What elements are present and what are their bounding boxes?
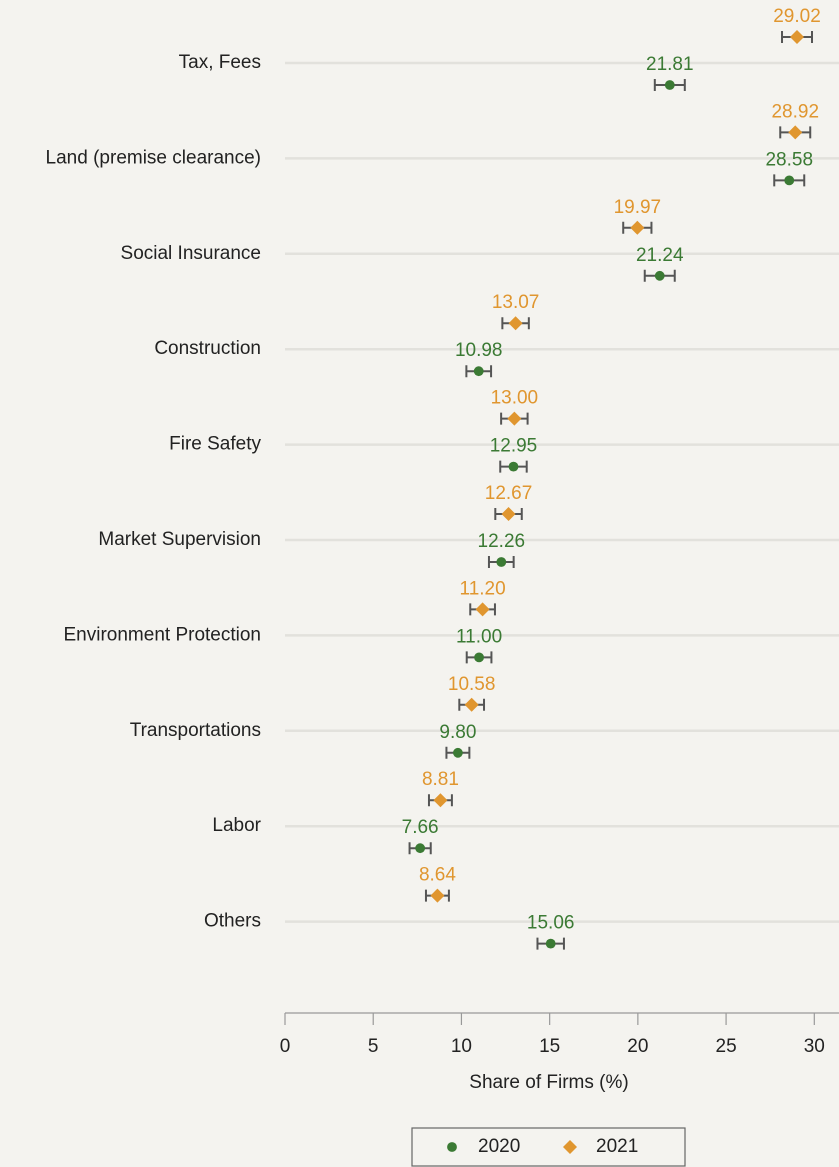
x-tick-label: 0 xyxy=(280,1036,291,1057)
y-tick-label: Others xyxy=(204,911,261,932)
legend-label: 2021 xyxy=(596,1136,638,1157)
value-label: 15.06 xyxy=(527,913,575,934)
point xyxy=(790,30,805,44)
point xyxy=(664,80,675,90)
point xyxy=(654,270,665,281)
value-label: 9.80 xyxy=(439,722,476,743)
value-label: 28.58 xyxy=(765,149,813,170)
point xyxy=(508,461,519,472)
point xyxy=(474,652,484,663)
point xyxy=(545,938,556,949)
value-label: 8.81 xyxy=(422,769,459,790)
point xyxy=(784,175,795,186)
point xyxy=(453,747,463,758)
point xyxy=(473,366,484,377)
value-label: 21.24 xyxy=(636,245,684,266)
legend-box xyxy=(411,1127,686,1167)
legend-marker xyxy=(447,1142,457,1152)
point xyxy=(508,316,523,331)
y-tick-label: Land (premise clearance) xyxy=(46,147,261,168)
legend-marker xyxy=(563,1140,577,1154)
x-tick-label: 5 xyxy=(368,1036,379,1057)
point xyxy=(464,697,479,712)
point xyxy=(430,888,445,903)
value-label: 21.81 xyxy=(646,54,694,75)
point xyxy=(788,125,803,140)
value-label: 11.00 xyxy=(456,626,502,647)
x-tick-label: 30 xyxy=(804,1036,825,1057)
y-tick-label: Construction xyxy=(154,338,261,359)
value-label: 10.58 xyxy=(448,674,496,695)
point xyxy=(433,793,448,808)
x-tick-label: 20 xyxy=(627,1036,648,1057)
x-tick-label: 15 xyxy=(539,1036,560,1057)
point xyxy=(496,557,507,567)
y-tick-label: Fire Safety xyxy=(169,434,261,455)
y-tick-label: Environment Protection xyxy=(64,624,262,645)
value-label: 12.95 xyxy=(490,436,538,457)
x-tick-label: 25 xyxy=(716,1036,737,1057)
x-tick-label: 10 xyxy=(451,1036,472,1057)
legend-label: 2020 xyxy=(478,1136,520,1157)
value-label: 13.07 xyxy=(492,292,540,313)
y-tick-label: Labor xyxy=(212,815,261,836)
y-tick-label: Tax, Fees xyxy=(179,52,261,73)
point xyxy=(475,602,490,617)
y-tick-label: Social Insurance xyxy=(121,243,261,264)
y-tick-label: Transportations xyxy=(130,720,261,741)
point xyxy=(630,220,645,235)
point xyxy=(501,507,516,521)
point xyxy=(507,411,522,426)
value-label: 12.26 xyxy=(478,531,526,552)
x-axis-label: Share of Firms (%) xyxy=(469,1072,628,1093)
y-tick-label: Market Supervision xyxy=(98,529,261,550)
value-label: 19.97 xyxy=(614,197,662,218)
value-label: 10.98 xyxy=(455,340,503,361)
value-label: 12.67 xyxy=(485,483,533,504)
value-label: 8.64 xyxy=(419,865,456,886)
value-label: 29.02 xyxy=(773,6,821,27)
value-label: 28.92 xyxy=(771,101,819,122)
value-label: 11.20 xyxy=(460,578,506,599)
value-label: 13.00 xyxy=(491,388,539,409)
point xyxy=(415,843,426,854)
value-label: 7.66 xyxy=(402,817,439,838)
